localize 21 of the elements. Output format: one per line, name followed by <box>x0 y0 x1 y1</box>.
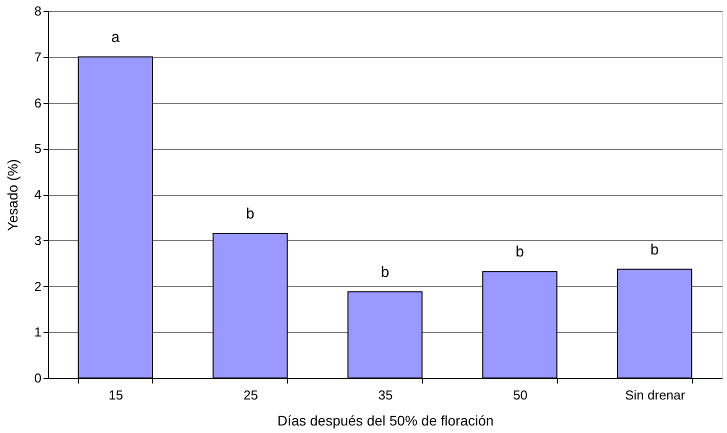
y-tick-label: 7 <box>34 49 42 64</box>
annotation: b <box>516 244 524 261</box>
y-tick-label: 2 <box>34 278 42 294</box>
y-tick-label: 6 <box>34 95 42 110</box>
x-tick-label: 15 <box>108 388 124 402</box>
x-tick-label: 50 <box>513 388 528 402</box>
annotation: b <box>650 241 659 258</box>
x-tick-label: Sin drenar <box>625 388 686 402</box>
x-axis-title: Días después del 50% de floración <box>277 412 494 428</box>
y-tick-label: 0 <box>34 370 42 386</box>
annotation: b <box>380 264 390 281</box>
y-tick-label: 5 <box>34 141 42 156</box>
y-tick-label: 8 <box>34 4 42 18</box>
y-tick-label: 1 <box>34 324 42 340</box>
x-tick-label: 25 <box>243 388 258 402</box>
x-tick-label: 35 <box>378 388 393 402</box>
y-axis-title: Yesado (%) <box>4 159 20 231</box>
annotation: b <box>246 205 254 222</box>
y-tick-label: 3 <box>34 232 42 248</box>
annotation: a <box>111 28 120 46</box>
y-tick-label: 4 <box>34 187 42 202</box>
